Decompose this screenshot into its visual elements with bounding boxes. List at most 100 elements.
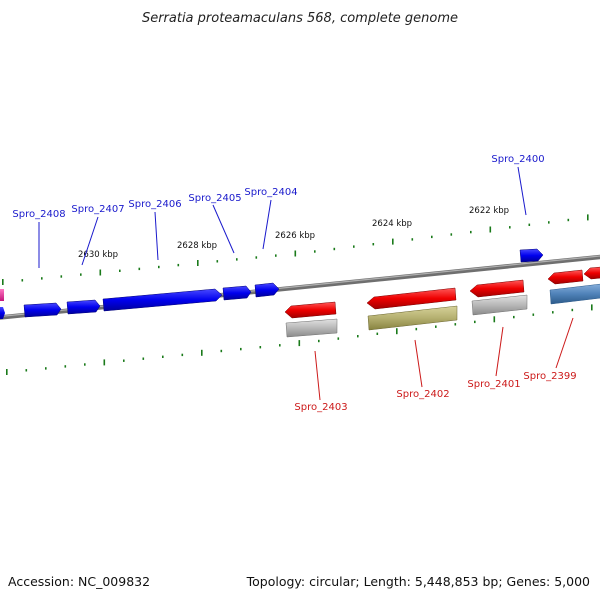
minor-tick [333, 247, 336, 251]
accession-text: Accession: NC_009832 [8, 574, 150, 589]
scale-label-2622: 2622 kbp [469, 206, 509, 216]
minor-tick [337, 337, 340, 340]
major-tick [294, 250, 297, 257]
minor-tick [353, 245, 355, 248]
label-spro-2408[interactable]: Spro_2408 [12, 209, 65, 220]
reverse-gene-labels: Spro_2403 Spro_2402 Spro_2401 Spro_2399 [294, 371, 576, 413]
minor-tick [454, 323, 457, 326]
feature-spro-2403-grey [285, 318, 338, 338]
label-spro-2403[interactable]: Spro_2403 [294, 402, 347, 413]
gene-spro-2400[interactable] [519, 248, 544, 263]
minor-tick [240, 347, 242, 351]
major-tick [396, 328, 398, 335]
minor-tick [532, 313, 535, 316]
label-spro-2400[interactable]: Spro_2400 [491, 154, 544, 165]
minor-tick [138, 267, 141, 271]
minor-tick [181, 353, 184, 357]
major-tick [6, 369, 8, 375]
minor-tick [25, 369, 28, 372]
label-spro-2406[interactable]: Spro_2406 [128, 199, 181, 210]
major-tick [99, 269, 102, 276]
minor-tick [415, 327, 418, 331]
scale-label-2630: 2630 kbp [78, 250, 118, 260]
minor-tick [236, 258, 238, 261]
scale-label-2626: 2626 kbp [275, 231, 315, 241]
gene-spro-2399[interactable] [547, 269, 584, 285]
gene-spro-2405[interactable] [222, 285, 252, 301]
major-tick [201, 349, 203, 356]
minor-tick [41, 277, 43, 280]
reverse-genes [284, 266, 600, 338]
minor-tick [177, 263, 180, 267]
minor-tick [567, 218, 570, 222]
label-spro-2404[interactable]: Spro_2404 [244, 187, 297, 198]
label-spro-2399[interactable]: Spro_2399 [523, 371, 576, 382]
major-tick [2, 279, 4, 285]
minor-tick [220, 349, 223, 353]
minor-tick [552, 311, 554, 314]
outer-tick-track [2, 214, 589, 285]
major-tick [489, 226, 492, 233]
minor-tick [357, 335, 359, 338]
pink-feature [0, 289, 4, 301]
minor-tick [513, 315, 515, 319]
minor-tick [431, 235, 433, 239]
minor-tick [216, 260, 219, 263]
major-tick [197, 260, 199, 266]
map-title: Serratia proteamaculans 568, complete ge… [142, 11, 458, 26]
minor-tick [318, 339, 320, 343]
minor-tick [119, 269, 121, 272]
minor-tick [528, 223, 531, 226]
minor-tick [376, 332, 379, 335]
minor-tick [435, 325, 437, 328]
gene-spro-2408[interactable] [23, 302, 62, 318]
scale-label-2624: 2624 kbp [372, 219, 412, 229]
gene-spro-2407[interactable] [66, 299, 101, 315]
minor-tick [548, 221, 550, 224]
minor-tick [84, 363, 86, 366]
minor-tick [60, 275, 63, 278]
major-tick [103, 359, 106, 366]
minor-tick [162, 355, 164, 358]
minor-tick [255, 256, 258, 259]
minor-tick [470, 230, 472, 234]
forward-gene-labels: Spro_2408 Spro_2407 Spro_2406 Spro_2405 … [12, 154, 544, 220]
minor-tick [259, 346, 262, 349]
minor-tick [474, 320, 476, 324]
gene-spro-2403[interactable] [284, 301, 337, 319]
major-tick [493, 316, 496, 323]
label-spro-2405[interactable]: Spro_2405 [188, 193, 241, 204]
feature-spro-2401-grey [471, 294, 528, 316]
gene-spro-2404[interactable] [254, 282, 280, 298]
minor-tick [80, 273, 82, 276]
minor-tick [45, 367, 47, 370]
feature-spro-2402-olive [367, 305, 458, 331]
minor-tick [64, 365, 67, 368]
minor-tick [275, 254, 277, 257]
minor-tick [450, 233, 453, 236]
label-spro-2401[interactable]: Spro_2401 [467, 379, 520, 390]
left-edge-blue-gene [0, 307, 5, 319]
minor-tick [142, 357, 145, 360]
minor-tick [411, 238, 414, 241]
major-tick [591, 304, 593, 311]
label-leader-lines [38, 166, 574, 401]
gene-spro-2401[interactable] [469, 279, 525, 298]
minor-tick [158, 265, 160, 269]
genome-summary-text: Topology: circular; Length: 5,448,853 bp… [246, 574, 590, 589]
scale-labels: 2630 kbp 2628 kbp 2626 kbp 2624 kbp 2622… [78, 206, 509, 260]
inner-tick-track [6, 304, 593, 375]
major-tick [392, 238, 394, 245]
scale-label-2628: 2628 kbp [177, 241, 217, 251]
gene-spro-2402[interactable] [366, 287, 457, 310]
label-spro-2402[interactable]: Spro_2402 [396, 389, 449, 400]
label-spro-2407[interactable]: Spro_2407 [71, 204, 124, 215]
minor-tick [509, 226, 511, 229]
gene-spro-2406[interactable] [102, 288, 223, 312]
minor-tick [372, 243, 375, 246]
major-tick [587, 214, 589, 221]
minor-tick [314, 250, 316, 253]
feature-spro-2399-steel [549, 283, 600, 305]
